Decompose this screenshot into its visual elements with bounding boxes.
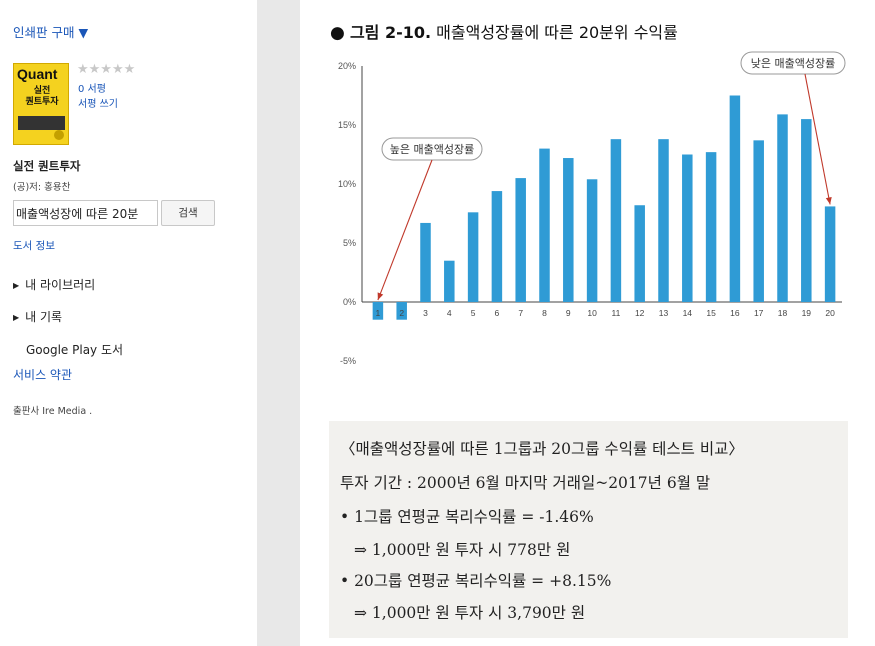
cover-band	[18, 116, 65, 130]
y-tick-label: 10%	[338, 179, 356, 189]
x-tick-label: 7	[518, 308, 523, 318]
y-tick-label: 15%	[338, 120, 356, 130]
x-tick-label: 2	[399, 308, 404, 318]
bar	[777, 114, 788, 302]
x-tick-label: 3	[423, 308, 428, 318]
expand-triangle-icon: ▶	[13, 281, 20, 290]
bar	[729, 95, 741, 302]
buy-print-link[interactable]: 인쇄판 구매 ▼	[13, 25, 89, 40]
expand-triangle-icon: ▶	[13, 313, 20, 322]
sidebar: 인쇄판 구매 ▼ Quant 실전 퀀트투자 ★★★★★ 0 서평 서평 쓰기 …	[0, 0, 257, 646]
x-tick-label: 20	[825, 308, 835, 318]
summary-heading: 〈매출액성장률에 따른 1그룹과 20그룹 수익률 테스트 비교〉	[340, 440, 744, 458]
bar	[634, 205, 645, 302]
book-title: 실전 퀀트투자	[13, 159, 81, 173]
bar	[539, 148, 550, 302]
y-tick-label: 5%	[343, 238, 356, 248]
write-review-link[interactable]: 서평 쓰기	[78, 99, 118, 110]
bar	[444, 260, 455, 302]
nav-label: 내 라이브러리	[25, 278, 96, 292]
annotation-arrow-line	[377, 159, 433, 301]
review-count[interactable]: 0 서평	[78, 84, 106, 95]
annotation-label: 높은 매출액성장률	[390, 143, 474, 156]
figure-title: ● 그림 2-10. 매출액성장률에 따른 20분위 수익률	[330, 19, 678, 43]
x-tick-label: 16	[730, 308, 740, 318]
x-tick-label: 11	[611, 308, 620, 318]
x-tick-label: 14	[683, 308, 693, 318]
book-info-link[interactable]: 도서 정보	[13, 240, 55, 252]
bar	[801, 119, 812, 302]
x-tick-label: 17	[754, 308, 764, 318]
x-tick-label: 15	[706, 308, 716, 318]
annotation-arrowhead	[825, 196, 832, 205]
figure-number: 그림 2-10.	[349, 23, 432, 42]
x-tick-label: 4	[447, 308, 452, 318]
x-tick-label: 13	[659, 308, 669, 318]
y-tick-label: -5%	[340, 356, 356, 366]
bar	[467, 212, 479, 302]
nav-my-history[interactable]: ▶ 내 기록	[13, 308, 62, 325]
annotation-label: 낮은 매출액성장률	[751, 57, 835, 70]
page-gutter	[257, 0, 300, 646]
figure-bullet: ●	[330, 23, 345, 43]
bar	[372, 302, 384, 320]
rating-stars[interactable]: ★★★★★	[77, 62, 136, 77]
cover-title-line2: 퀀트투자	[25, 97, 59, 107]
x-tick-label: 18	[778, 308, 788, 318]
book-cover[interactable]: Quant 실전 퀀트투자	[13, 63, 69, 145]
summary-period: 투자 기간 : 2000년 6월 마지막 거래일~2017년 6월 말	[340, 474, 711, 492]
y-tick-label: 20%	[338, 61, 356, 71]
bar	[396, 302, 407, 320]
bar	[515, 178, 526, 302]
x-tick-label: 9	[566, 308, 571, 318]
google-play-books-link[interactable]: Google Play 도서	[26, 343, 124, 357]
x-tick-label: 1	[376, 308, 381, 318]
figure-caption: 매출액성장률에 따른 20분위 수익률	[436, 23, 678, 42]
cover-title-line1: 실전	[33, 86, 51, 96]
bar	[586, 179, 598, 302]
bar	[753, 140, 764, 302]
bar	[705, 152, 717, 302]
bar	[563, 158, 574, 302]
x-tick-label: 19	[802, 308, 812, 318]
annotation-box	[740, 51, 846, 75]
x-tick-label: 8	[542, 308, 547, 318]
nav-my-library[interactable]: ▶ 내 라이브러리	[13, 276, 95, 293]
annotation-arrow-line	[804, 73, 831, 205]
bar	[491, 191, 503, 302]
bar	[682, 154, 693, 302]
bar	[658, 139, 669, 302]
annotation-arrowhead	[377, 292, 384, 300]
summary-group20-return: • 20그룹 연평균 복리수익률 = +8.15%	[340, 572, 612, 590]
cover-brand: Quant	[17, 66, 58, 82]
book-author: (공)저: 홍용찬	[13, 182, 71, 193]
x-tick-label: 10	[587, 308, 597, 318]
publisher-info: 출판사 Ire Media .	[13, 406, 93, 417]
nav-label: 내 기록	[25, 310, 63, 324]
summary-box	[329, 421, 848, 638]
x-tick-label: 12	[635, 308, 645, 318]
y-tick-label: 0%	[343, 297, 356, 307]
bar	[824, 206, 836, 302]
x-tick-label: 5	[471, 308, 476, 318]
summary-group1-return: • 1그룹 연평균 복리수익률 = -1.46%	[340, 508, 594, 526]
x-tick-label: 6	[495, 308, 500, 318]
search-in-book-input[interactable]: 매출액성장에 따른 20분	[13, 200, 158, 226]
bar	[610, 139, 622, 302]
cover-seal	[54, 130, 64, 140]
summary-group1-result: ⇒ 1,000만 원 투자 시 778만 원	[354, 541, 571, 559]
summary-group20-result: ⇒ 1,000만 원 투자 시 3,790만 원	[354, 604, 586, 622]
bar	[420, 222, 431, 302]
terms-of-service-link[interactable]: 서비스 약관	[13, 368, 73, 382]
quintile-returns-chart: 20%15%10%5%0%-5%1 2 3 4 5 6 7 8 9 10 11 12 13 14 15 16 1…	[338, 51, 846, 366]
search-button[interactable]: 검색	[161, 200, 215, 226]
